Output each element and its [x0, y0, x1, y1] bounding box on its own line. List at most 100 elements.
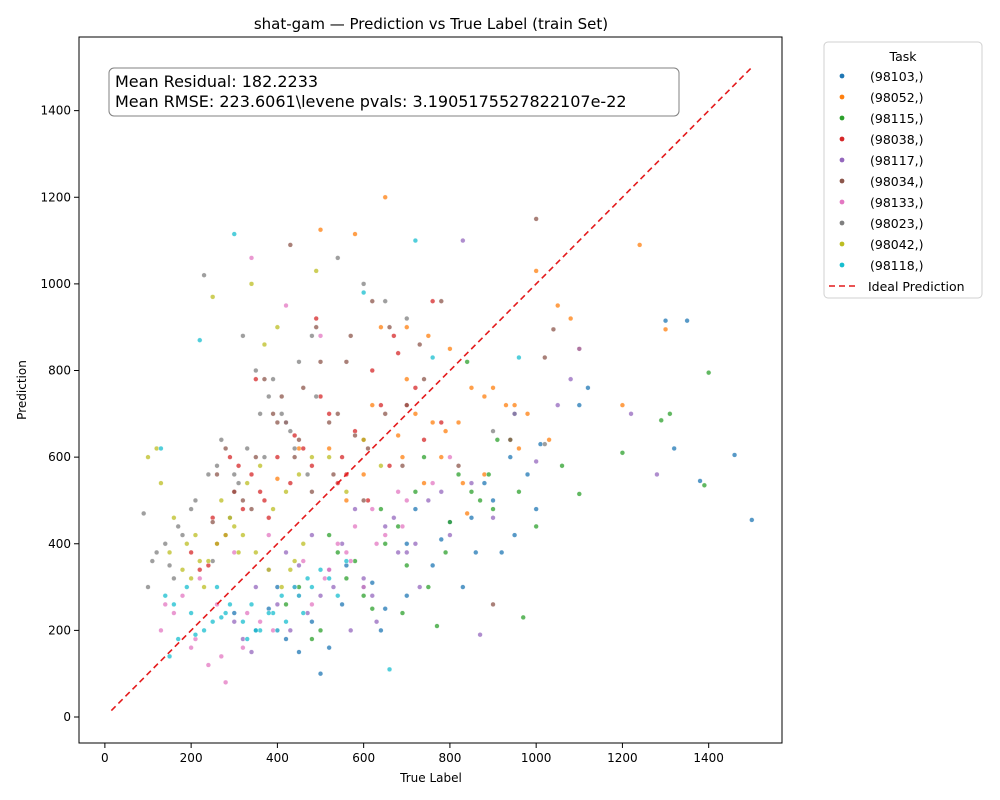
scatter-point: [684, 318, 690, 324]
scatter-point: [296, 359, 302, 365]
scatter-point: [309, 333, 315, 339]
scatter-point: [455, 471, 462, 478]
scatter-point: [369, 367, 375, 374]
scatter-point: [304, 471, 311, 478]
scatter-point: [412, 541, 419, 547]
scatter-point: [317, 593, 324, 599]
scatter-point: [391, 515, 397, 521]
scatter-point: [421, 454, 427, 460]
scatter-point: [507, 454, 513, 460]
scatter-point: [658, 417, 664, 423]
legend-marker: [839, 136, 845, 142]
scatter-point: [304, 610, 311, 616]
scatter-point: [386, 324, 393, 330]
scatter-point: [214, 463, 220, 469]
scatter-point: [447, 519, 453, 525]
scatter-point: [300, 445, 306, 452]
scatter-point: [533, 523, 539, 530]
scatter-point: [477, 632, 483, 638]
mean-residual-text: Mean Residual: 182.2233: [115, 72, 318, 91]
scatter-point: [283, 619, 289, 625]
scatter-point: [512, 402, 518, 408]
scatter-point: [412, 411, 419, 417]
scatter-point: [731, 452, 738, 458]
scatter-point: [438, 419, 444, 426]
scatter-point: [171, 515, 177, 521]
scatter-point: [339, 454, 345, 460]
y-tick-label: 200: [48, 623, 71, 637]
scatter-point: [240, 532, 246, 538]
scatter-point: [619, 450, 626, 456]
scatter-point: [210, 619, 216, 625]
scatter-point: [447, 346, 453, 352]
mean-rmse-text: Mean RMSE: 223.6061\levene pvals: 3.1905…: [115, 92, 627, 111]
scatter-point: [568, 376, 574, 382]
scatter-point: [373, 541, 380, 547]
scatter-point: [412, 237, 419, 244]
scatter-point: [274, 476, 280, 482]
scatter-point: [568, 315, 574, 322]
legend-marker: [839, 262, 845, 268]
scatter-point: [279, 393, 285, 400]
scatter-point: [486, 471, 492, 478]
x-axis-title: True Label: [399, 771, 462, 785]
scatter-point: [361, 281, 367, 287]
scatter-point: [162, 601, 168, 607]
scatter-point: [417, 584, 423, 590]
scatter-point: [296, 445, 302, 452]
scatter-point: [201, 272, 207, 278]
scatter-point: [214, 471, 220, 478]
scatter-point: [382, 523, 388, 530]
scatter-point: [313, 315, 319, 322]
scatter-point: [326, 532, 332, 538]
scatter-point: [412, 385, 419, 391]
scatter-point: [555, 402, 561, 408]
scatter-point: [330, 584, 337, 590]
scatter-point: [378, 627, 384, 633]
scatter-point: [248, 649, 255, 655]
scatter-point: [369, 506, 375, 512]
legend-marker: [839, 178, 845, 184]
scatter-point: [261, 376, 268, 382]
scatter-point: [404, 593, 410, 599]
scatter-point: [287, 567, 293, 573]
x-tick-label: 1000: [521, 751, 552, 765]
scatter-point: [499, 549, 505, 556]
scatter-point: [404, 315, 410, 322]
scatter-point: [343, 359, 349, 365]
scatter-point: [179, 567, 186, 573]
scatter-point: [296, 584, 302, 590]
scatter-point: [395, 350, 401, 356]
scatter-point: [166, 562, 173, 569]
scatter-point: [231, 610, 237, 616]
scatter-point: [235, 549, 242, 556]
scatter-point: [296, 593, 302, 599]
scatter-point: [373, 619, 380, 625]
scatter-point: [197, 558, 203, 564]
scatter-point: [231, 471, 237, 478]
scatter-point: [171, 575, 177, 582]
scatter-point: [292, 584, 298, 590]
scatter-point: [141, 510, 147, 517]
scatter-point: [179, 593, 186, 599]
legend-label: (98023,): [870, 216, 924, 231]
scatter-point: [438, 489, 444, 495]
scatter-point: [231, 231, 237, 237]
scatter-points: [141, 194, 755, 685]
scatter-point: [257, 489, 263, 495]
scatter-point: [447, 532, 453, 538]
scatter-point: [697, 478, 703, 484]
scatter-point: [343, 558, 349, 564]
scatter-point: [361, 497, 367, 504]
legend-label: (98034,): [870, 174, 924, 189]
scatter-point: [438, 536, 444, 543]
scatter-point: [671, 445, 677, 452]
scatter-point: [326, 567, 332, 573]
scatter-point: [335, 255, 341, 261]
scatter-point: [425, 584, 431, 590]
legend: Task (98103,)(98052,)(98115,)(98038,)(98…: [823, 41, 983, 299]
scatter-point: [175, 636, 181, 642]
scatter-point: [352, 506, 358, 512]
scatter-point: [343, 549, 349, 556]
scatter-point: [274, 584, 280, 590]
